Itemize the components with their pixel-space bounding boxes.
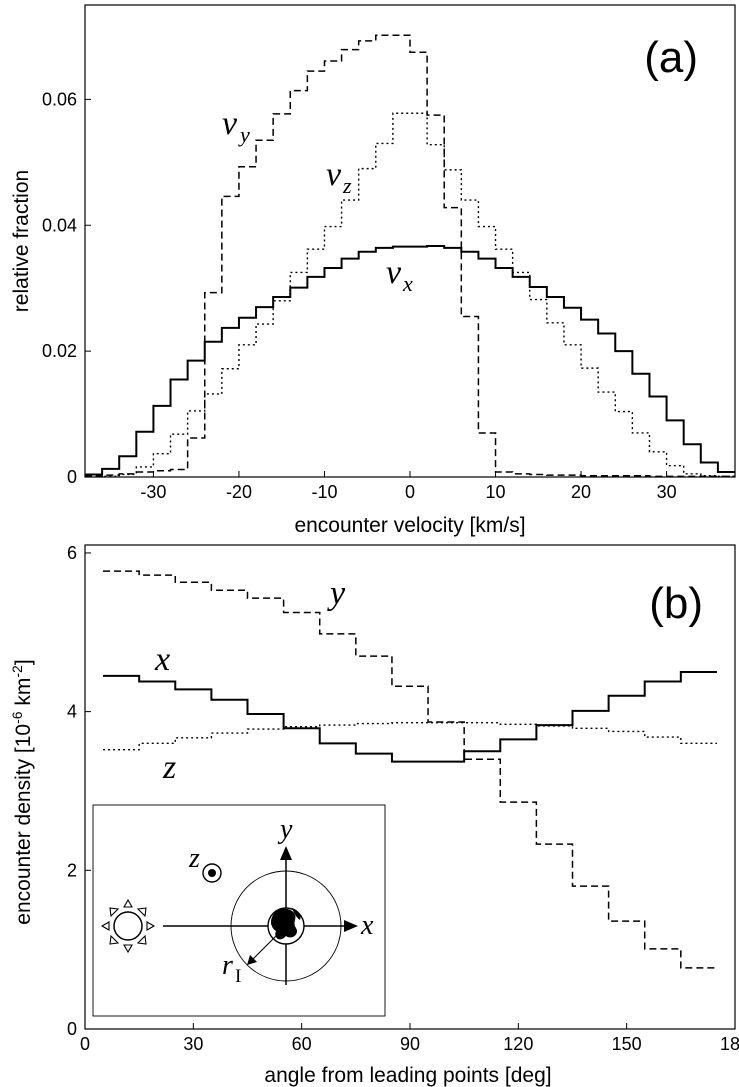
inset-label-x: x — [360, 910, 374, 941]
series-label-vz: v z — [326, 156, 352, 198]
inset-label-y: y — [277, 814, 293, 845]
panel-b-ytick-label: 0 — [67, 1019, 77, 1039]
panel-b-ticks: 0 30 60 90 120 150 180 0 2 4 6 — [67, 543, 739, 1054]
series-label-y: y — [327, 575, 346, 612]
panel-b-xlabel: angle from leading points [deg] — [264, 1064, 551, 1087]
sun-icon — [100, 898, 156, 954]
svg-text:I: I — [235, 966, 241, 987]
inset-diagram: z y x r I — [92, 804, 386, 1017]
radius-line — [252, 925, 287, 960]
panel-b-series-z — [103, 722, 717, 751]
panel-a-series — [85, 34, 735, 477]
panel-a: -30 -20 -10 0 10 20 30 0 0.02 0.04 0.06 (a) encoun… — [10, 4, 736, 537]
panel-b-series-y — [103, 570, 717, 969]
panel-a-frame — [84, 4, 736, 478]
panel-a-ytick-label: 0.06 — [42, 89, 77, 109]
panel-b-tag: (b) — [649, 579, 703, 628]
radius-arrow-icon — [247, 955, 257, 965]
panel-a-xtick-label: 10 — [486, 482, 506, 502]
svg-text:x: x — [402, 271, 413, 296]
panel-b-series-x — [103, 670, 717, 763]
panel-a-ylabel: relative fraction — [10, 170, 33, 312]
panel-b-ytick-label: 6 — [67, 543, 77, 563]
svg-text:r: r — [222, 950, 233, 981]
panel-a-xtick-label: -10 — [311, 482, 337, 502]
svg-text:z: z — [342, 173, 352, 198]
panel-a-series-vx — [85, 245, 735, 476]
panel-b-ylabel: encounter density [10-6 km-2] — [9, 659, 35, 924]
panel-a-xtick-label: -20 — [226, 482, 252, 502]
panel-b-xtick-label: 150 — [612, 1034, 642, 1054]
inset-label-z: z — [188, 843, 200, 874]
inset-label-radius: r I — [222, 950, 241, 987]
panel-a-series-vy — [85, 34, 735, 477]
panel-a-xtick-label: 30 — [657, 482, 677, 502]
panel-b-xtick-label: 60 — [292, 1034, 312, 1054]
panel-a-ticks: -30 -20 -10 0 10 20 30 0 0.02 0.04 0.06 — [42, 89, 677, 502]
svg-text:v: v — [326, 156, 342, 193]
panel-a-xtick-label: 0 — [405, 482, 415, 502]
panel-b-xtick-label: 30 — [183, 1034, 203, 1054]
panel-a-ytick-label: 0 — [67, 467, 77, 487]
panel-b-series — [103, 570, 717, 969]
panel-b-xtick-label: 180 — [720, 1034, 739, 1054]
svg-text:v: v — [222, 105, 238, 142]
panel-b-ytick-label: 4 — [67, 702, 77, 722]
series-label-z: z — [162, 749, 176, 786]
panel-a-ytick-label: 0.04 — [42, 215, 77, 235]
y-arrow-icon — [280, 846, 292, 860]
panel-b-xtick-label: 120 — [503, 1034, 533, 1054]
panel-b: 0 30 60 90 120 150 180 0 2 4 6 (b) angle from lead… — [9, 543, 739, 1087]
panel-a-tag: (a) — [644, 33, 698, 82]
svg-text:y: y — [238, 122, 250, 147]
series-label-x: x — [154, 641, 170, 678]
panel-a-xtick-label: -30 — [140, 482, 166, 502]
series-label-vx: v x — [386, 254, 413, 296]
panel-b-ytick-label: 2 — [67, 860, 77, 880]
svg-text:v: v — [386, 254, 402, 291]
panel-a-xlabel: encounter velocity [km/s] — [294, 514, 525, 537]
z-out-of-page-icon — [202, 863, 222, 883]
panel-a-xtick-label: 20 — [571, 482, 591, 502]
series-label-vy: v y — [222, 105, 250, 147]
panel-b-xtick-label: 90 — [400, 1034, 420, 1054]
panel-a-ytick-label: 0.02 — [42, 341, 77, 361]
panel-b-xtick-label: 0 — [80, 1034, 90, 1054]
x-arrow-icon — [344, 920, 358, 932]
